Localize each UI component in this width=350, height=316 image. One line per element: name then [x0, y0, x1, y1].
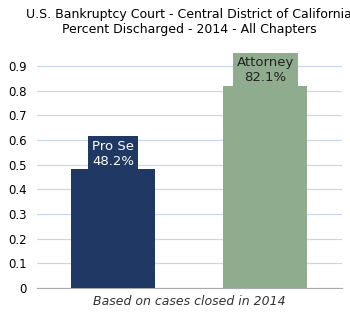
Bar: [224, 86, 307, 288]
Text: Attorney
82.1%: Attorney 82.1%: [237, 57, 294, 84]
Title: U.S. Bankruptcy Court - Central District of California
Percent Discharged - 2014: U.S. Bankruptcy Court - Central District…: [26, 8, 350, 36]
X-axis label: Based on cases closed in 2014: Based on cases closed in 2014: [93, 295, 286, 308]
Bar: [71, 169, 155, 288]
Text: Pro Se
48.2%: Pro Se 48.2%: [92, 140, 134, 168]
